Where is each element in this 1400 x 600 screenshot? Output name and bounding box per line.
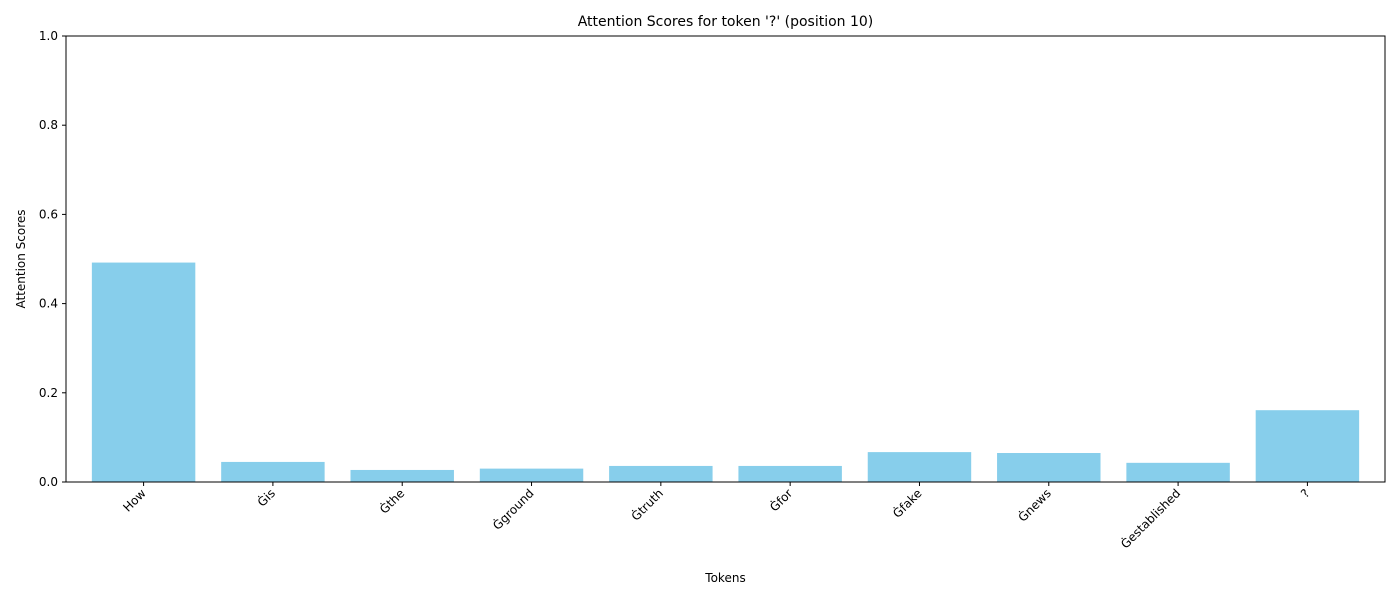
x-tick-label: Ġnews [1014,485,1054,525]
bar-5 [738,465,842,482]
x-axis-label: Tokens [704,571,745,585]
bar-4 [609,465,713,482]
bar-6 [867,452,972,482]
y-tick-label: 0.0 [39,475,58,489]
y-tick-label: 0.8 [39,118,58,132]
y-tick-label: 0.4 [39,297,58,311]
bar-7 [997,453,1101,482]
bar-8 [1126,462,1230,482]
bar-2 [350,469,454,482]
y-tick-label: 0.6 [39,207,58,221]
chart-title: Attention Scores for token '?' (position… [578,14,874,30]
bar-1 [221,461,325,482]
x-tick-label: Ġtruth [627,485,666,524]
x-tick-label: Ġestablished [1117,485,1184,552]
x-tick-label: Ġground [489,485,537,533]
plot-frame [65,35,1386,483]
x-tick-label: ? [1298,486,1312,500]
x-tick-label: How [120,486,149,515]
bar-9 [1255,410,1360,482]
bar-3 [479,468,584,482]
y-tick-label: 0.2 [39,386,58,400]
x-tick-label: Ġfor [766,485,796,515]
y-axis-label: Attention Scores [14,209,28,308]
x-tick-label: Ġis [253,485,278,510]
bar-0 [91,262,196,482]
y-tick-label: 1.0 [39,29,58,43]
bars-group [91,262,1360,482]
x-axis: How Ġis Ġthe Ġground Ġtruth Ġfor Ġfake Ġnews Ġes… [120,482,1313,552]
x-tick-label: Ġfake [889,485,925,521]
y-axis: 0.0 0.2 0.4 0.6 0.8 1.0 [39,29,66,489]
x-tick-label: Ġthe [376,485,408,517]
